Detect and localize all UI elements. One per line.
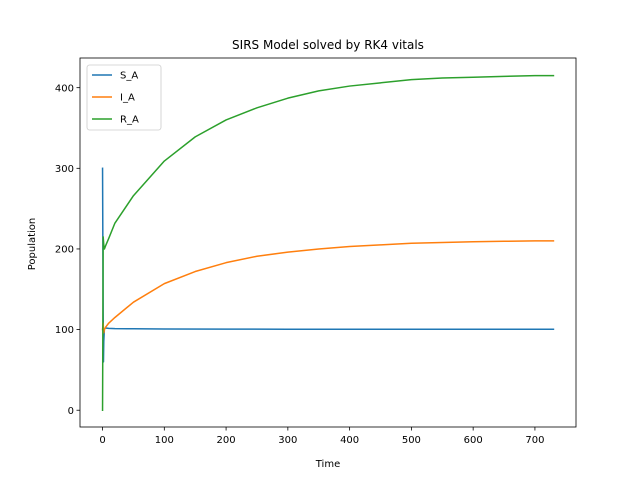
x-tick-label: 400 bbox=[340, 435, 359, 446]
x-tick-label: 600 bbox=[464, 435, 483, 446]
x-tick-label: 700 bbox=[525, 435, 544, 446]
legend-label: S_A bbox=[120, 71, 138, 82]
series-line-i-a bbox=[101, 240, 555, 334]
legend-label: R_A bbox=[120, 115, 139, 126]
x-axis-label: Time bbox=[315, 459, 340, 470]
series-line-r-a bbox=[101, 74, 555, 411]
legend: S_A I_A R_A bbox=[86, 64, 162, 131]
axes-frame bbox=[79, 57, 577, 428]
x-tick-label: 0 bbox=[99, 435, 105, 446]
x-tick-label: 300 bbox=[278, 435, 297, 446]
y-tick-label: 100 bbox=[55, 325, 74, 336]
chart-title: SIRS Model solved by RK4 vitals bbox=[232, 38, 424, 52]
legend-label: I_A bbox=[120, 93, 135, 104]
legend-box bbox=[86, 64, 162, 131]
x-tick-label: 200 bbox=[217, 435, 236, 446]
y-tick-label: 200 bbox=[55, 245, 74, 256]
y-tick-label: 300 bbox=[55, 164, 74, 175]
x-tick-label: 500 bbox=[402, 435, 421, 446]
y-axis-label: Population bbox=[27, 218, 38, 271]
y-tick-label: 400 bbox=[55, 83, 74, 94]
y-tick-label: 0 bbox=[68, 406, 74, 417]
x-tick-label: 100 bbox=[155, 435, 174, 446]
plot-area: 0 100 200 300 400 500 600 700 0 100 200 300 400 S_A I_… bbox=[55, 57, 577, 446]
